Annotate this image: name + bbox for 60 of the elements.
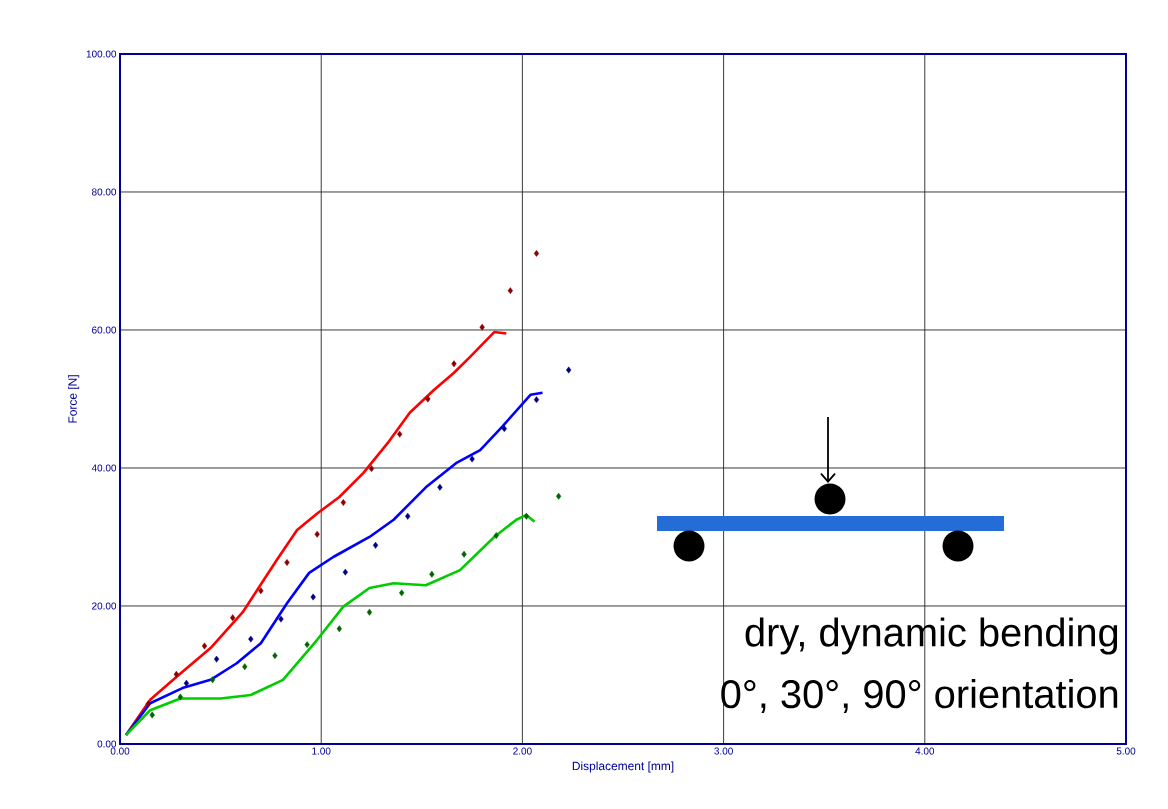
point [258, 587, 264, 595]
point [336, 625, 342, 633]
point [523, 512, 530, 520]
point [242, 663, 248, 671]
x-tick-label: 1.00 [312, 747, 331, 755]
point [501, 425, 507, 433]
x-tick-label: 4.00 [915, 747, 935, 755]
point [149, 711, 155, 719]
point [469, 455, 475, 463]
y-axis-title: Force [N] [68, 375, 80, 423]
point [304, 641, 310, 649]
point [230, 614, 236, 622]
point [201, 642, 208, 650]
x-axis-title: Displacement [mm] [572, 761, 674, 773]
point [183, 679, 189, 687]
line-series [124, 391, 544, 737]
point [278, 615, 284, 623]
point [493, 532, 499, 539]
point [213, 655, 220, 663]
point [461, 550, 467, 558]
point [533, 396, 540, 404]
y-tick-label: 0.00 [97, 740, 117, 748]
point [372, 541, 379, 549]
point [437, 483, 443, 491]
point [310, 593, 316, 601]
point [533, 249, 540, 257]
point [248, 635, 254, 643]
point [405, 512, 411, 520]
y-tick-label: 40.00 [91, 464, 117, 472]
x-tick-label: 5.00 [1116, 747, 1136, 755]
point [284, 559, 290, 566]
line-series [124, 330, 508, 737]
point [314, 530, 320, 538]
point [399, 589, 405, 597]
point [556, 492, 562, 500]
point [429, 570, 435, 578]
point [566, 366, 572, 374]
line-series [124, 513, 536, 737]
y-tick-label: 60.00 [92, 326, 117, 334]
point [145, 700, 151, 708]
point [173, 670, 179, 678]
point [368, 465, 375, 473]
annotation: dry, dynamic bending [745, 617, 1118, 655]
point [209, 676, 216, 684]
x-tick-label: 0.00 [110, 747, 130, 755]
point [366, 608, 373, 616]
point [177, 693, 183, 701]
x-tick-label: 3.00 [714, 747, 733, 755]
point [272, 652, 278, 660]
point [340, 499, 346, 506]
point [425, 395, 431, 403]
point [342, 568, 348, 576]
point [397, 430, 403, 438]
point [479, 323, 485, 331]
x-tick-label: 2.00 [513, 747, 532, 755]
y-tick-label: 100.00 [86, 50, 117, 58]
y-tick-label: 20.00 [92, 602, 117, 610]
point [507, 287, 513, 295]
point [451, 360, 457, 368]
y-tick-label: 80.00 [92, 188, 117, 196]
